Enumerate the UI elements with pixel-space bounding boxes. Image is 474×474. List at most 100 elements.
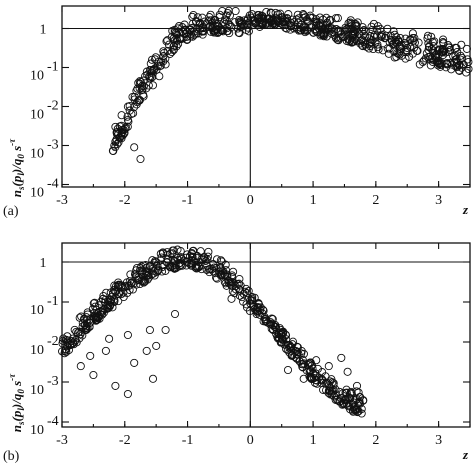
panel-a: 110-110-210-310-4 -3 -2 -1 0 1 2 3 (a) z ns(pl… [3,5,473,219]
data-point [343,367,352,376]
y-axis-title-part: (p [9,410,24,421]
data-point [354,407,363,416]
data-point [373,43,382,52]
data-point [285,348,294,357]
data-point [76,362,85,371]
data-point [161,60,170,69]
data-point [384,49,393,58]
x-tick-label: 0 [247,433,254,448]
data-point [177,255,186,264]
data-point [301,13,310,22]
y-axis-title-part: 0 [16,154,26,159]
data-point [159,47,168,56]
reference-lines [62,243,470,427]
data-point [442,60,451,69]
y-axis-title-part: 0 [16,389,26,394]
data-point [139,92,148,101]
data-point [368,25,377,34]
data-point [370,30,379,39]
data-point [439,35,448,44]
data-point [225,11,234,20]
data-point [72,327,81,336]
data-point [206,10,215,19]
data-point [295,357,304,366]
data-point [262,316,271,325]
data-point [326,16,335,25]
data-point [119,292,128,302]
data-point [111,381,120,390]
x-tick-label: -3 [56,193,68,208]
data-point [170,264,179,273]
data-point [128,92,137,102]
data-point [149,266,158,275]
y-tick-exponent: -1 [47,60,59,75]
y-tick-label: 10 [30,383,44,398]
data-point [175,34,184,43]
data-point [309,28,318,37]
data-point [299,349,308,358]
data-point [231,285,240,294]
y-axis-title-part: s [16,421,26,426]
data-point [286,342,295,351]
data-point [105,302,114,311]
y-axis-title-part: l [16,408,26,411]
data-point [388,37,397,46]
data-point [115,134,124,143]
data-point [390,53,399,62]
y-axis-title: ns(pl)/q0 s-τ [7,138,26,197]
data-point [58,347,67,356]
data-point [167,33,176,42]
data-point [80,320,89,329]
x-tick-label: 3 [435,193,442,208]
data-point [127,278,136,288]
data-point [120,129,129,138]
data-point [154,265,163,274]
data-point [193,13,202,22]
data-point [319,32,328,41]
data-point [227,294,236,303]
data-point [260,315,269,324]
data-point [152,341,161,350]
data-point [259,317,268,326]
data-point [89,370,98,380]
data-point [122,278,132,287]
data-point [425,42,434,51]
x-tick-labels: -3 -2 -1 0 1 2 3 [56,193,442,208]
panel-label: (b) [3,449,20,464]
data-point [86,351,95,360]
data-point [170,309,180,319]
data-point [414,38,423,47]
data-point [97,297,106,306]
data-point [123,330,132,340]
data-point [138,81,147,90]
x-tick-label: 2 [372,433,379,448]
data-point [435,45,444,55]
data-point [244,286,253,296]
x-tick-label: 1 [310,433,317,448]
y-axis-title-part: )/q [9,158,24,174]
data-point [441,48,450,57]
scatter-points [58,245,368,418]
data-point [61,346,70,355]
data-point [281,331,291,340]
data-point [331,395,340,404]
data-point [333,35,342,44]
data-point [204,247,213,256]
data-point [167,47,176,57]
data-point [162,37,171,46]
x-tick-label: 3 [435,433,442,448]
data-point [83,308,92,317]
data-point [253,11,262,20]
data-point [161,325,170,335]
data-point [322,386,331,395]
data-point [132,266,141,275]
data-point [186,30,195,39]
data-point [218,26,227,35]
data-point [227,273,236,282]
y-tick-labels: 110-110-210-310-4 [30,23,59,201]
data-point [268,19,277,28]
data-point [282,13,292,23]
data-point [181,29,191,38]
data-point [178,23,187,32]
data-point [173,245,182,254]
